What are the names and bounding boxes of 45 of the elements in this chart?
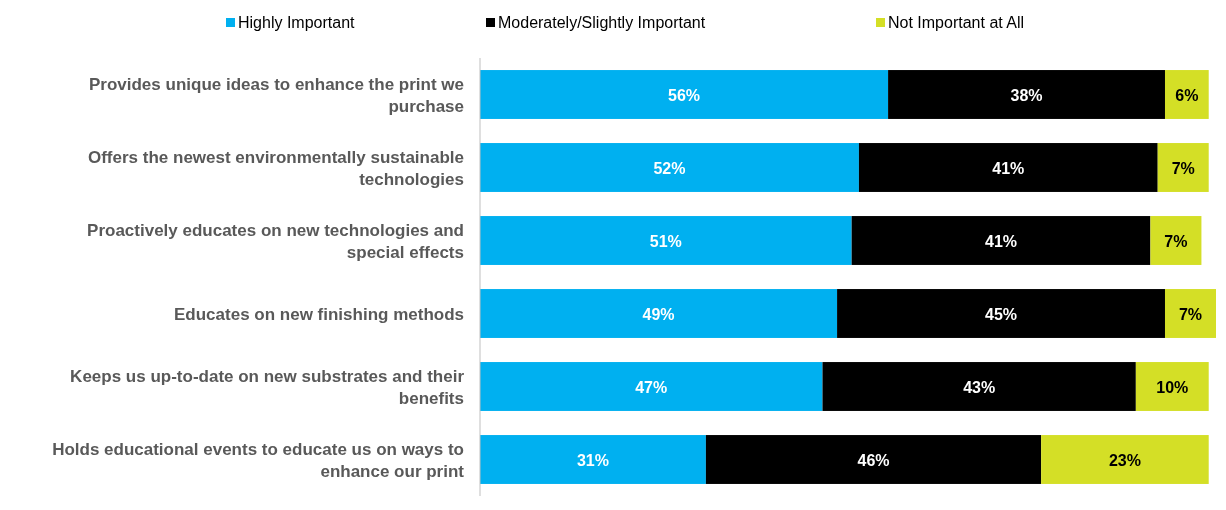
bar [888,70,1165,119]
data-label: 23% [1108,451,1141,469]
bar [837,289,1165,338]
data-label: 41% [985,232,1018,250]
data-label: 38% [1010,86,1043,104]
legend-label: Moderately/Slightly Important [498,14,706,31]
data-label: 46% [857,451,890,469]
data-label: 10% [1156,378,1189,396]
data-label: 6% [1175,86,1199,104]
bar [1164,289,1216,338]
y-tick-label: Holds educational events to educate us on ways to enhance our print [52,439,465,481]
data-label: 45% [985,305,1018,323]
data-label: 31% [576,451,609,469]
data-label: 43% [963,378,996,396]
data-label: 7% [1178,305,1203,323]
bar [480,70,889,119]
y-tick-label: Keeps us up-to-date on new substrates and their benefits [70,366,465,408]
data-label: 56% [668,86,701,104]
bar [1150,216,1202,265]
bar [1157,143,1209,192]
bar [822,362,1136,411]
data-label: 7% [1164,232,1188,250]
y-tick-label: Educates on new finishing methods [174,304,464,324]
y-tick-label: Offers the newest environmentally sustainable technologies [87,147,464,189]
y-tick-label: Provides unique ideas to enhance the print we purchase [88,74,464,116]
data-label: 49% [642,305,675,323]
legend-label: Highly Important [238,14,356,31]
y-tick-label: Proactively educates on new technologies and special effects [87,220,464,262]
bar [480,143,859,192]
legend-label: Not Important at All [888,14,1025,31]
bar [480,435,706,484]
data-label: 47% [635,378,668,396]
data-label: 7% [1171,159,1195,177]
bar [1041,435,1209,484]
data-label: 41% [992,159,1025,177]
bar [480,289,838,338]
bar [1135,362,1209,411]
bar [858,143,1158,192]
data-label: 52% [653,159,686,177]
bar [480,216,852,265]
bar [480,362,823,411]
data-label: 51% [649,232,682,250]
bar [1164,70,1209,119]
bar [705,435,1042,484]
bar [851,216,1151,265]
